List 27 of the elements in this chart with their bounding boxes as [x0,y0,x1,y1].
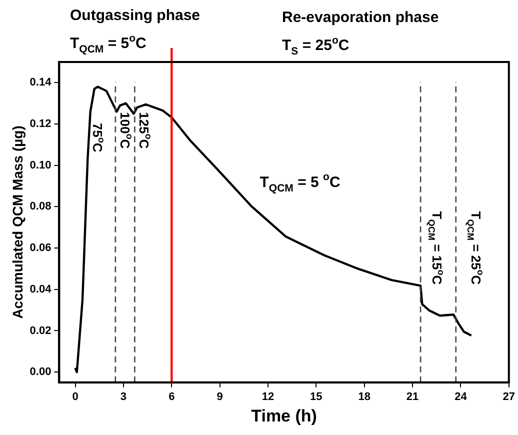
x-tick-label: 3 [120,391,127,404]
x-tick-label: 21 [406,391,419,404]
annotation: 75oC [90,122,107,153]
text: Outgassing phase [70,7,200,24]
ref-line-label: 100oC [117,112,134,150]
x-tick-label: 27 [502,391,516,404]
x-tick-label: 15 [310,391,322,404]
x-tick-label: 6 [168,391,175,404]
annotation: TQCM = 25oC [466,211,486,286]
ref-line-label: 125oC [136,112,154,150]
x-tick-label: 12 [262,391,274,404]
y-tick-label: 0.04 [30,283,52,296]
y-tick-label: 0.14 [30,76,52,89]
annotation: TQCM = 15oC [426,211,446,286]
y-tick-label: 0.10 [30,159,52,172]
x-tick-label: 9 [216,391,223,404]
y-tick-label: 0.12 [30,118,52,130]
x-tick-label: 0 [72,391,78,404]
y-tick-label: 0.02 [30,324,52,337]
text: Re-evaporation phase [282,9,439,26]
x-tick-label: 18 [358,391,370,404]
x-tick-label: 24 [454,391,468,404]
y-tick-label: 0.00 [30,366,52,378]
x-axis-title: Time (h) [251,406,317,426]
y-axis-title: Accumulated QCM Mass (µg) [9,126,26,319]
y-tick-label: 0.08 [30,200,52,213]
y-tick-label: 0.06 [30,242,52,254]
